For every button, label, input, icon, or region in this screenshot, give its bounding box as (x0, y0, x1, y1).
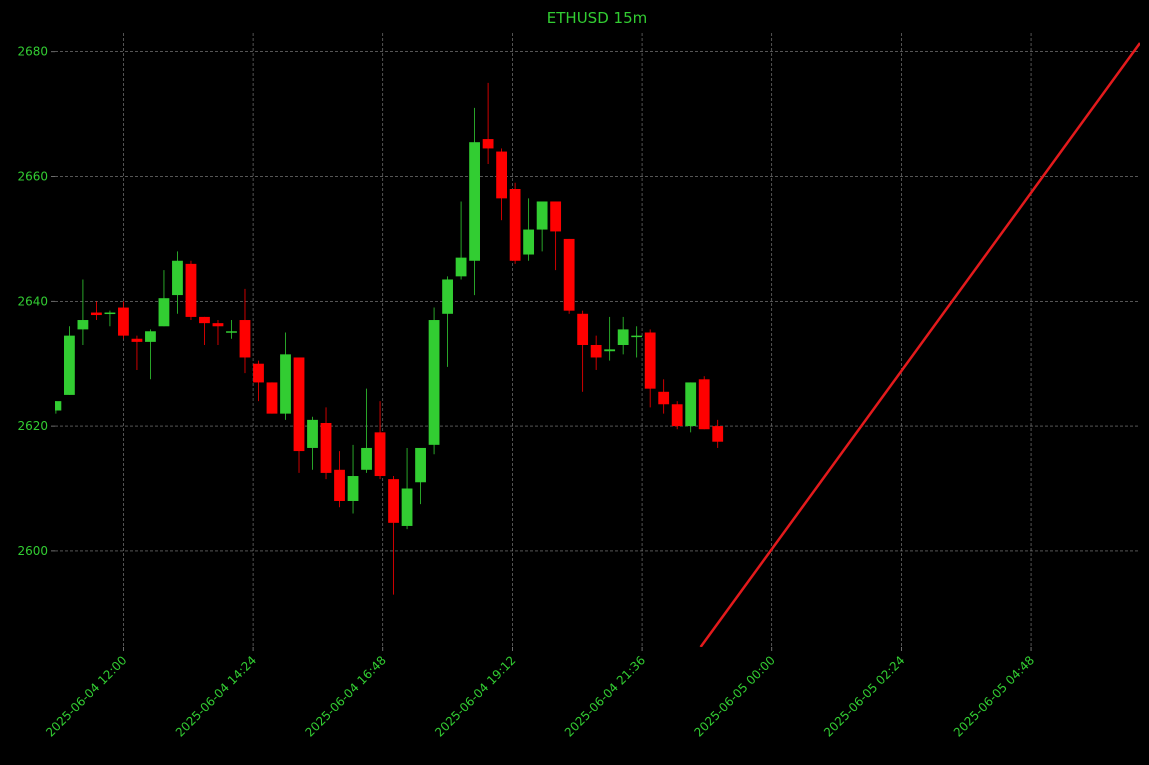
candle-body (550, 201, 562, 232)
candle-body (563, 238, 575, 311)
candle-body (415, 447, 426, 483)
candle-body (293, 357, 305, 452)
chart-title: ETHUSD 15m (547, 9, 647, 27)
candle-body (239, 320, 251, 358)
candle-body (55, 401, 62, 411)
candle-body (118, 307, 129, 336)
candle-body (334, 469, 345, 501)
candle-body (496, 151, 508, 199)
candle-body (631, 335, 643, 338)
candle-body (388, 479, 399, 523)
candle-body (212, 323, 224, 327)
candle-body (428, 320, 440, 445)
candle-body (185, 263, 197, 317)
candle-body (644, 332, 656, 389)
candle-body (104, 312, 116, 315)
x-tick-label: 2025-06-05 02:24 (821, 653, 907, 739)
candle-body (172, 260, 183, 296)
candle-body (658, 391, 670, 405)
candle-body (158, 298, 170, 327)
candle-body (590, 344, 602, 358)
candle-body (442, 279, 453, 314)
candle-body (266, 382, 278, 414)
candle-body (145, 331, 156, 342)
candle-body (577, 313, 589, 345)
x-tick-label: 2025-06-05 04:48 (951, 653, 1037, 739)
candle-body (685, 382, 697, 427)
candle-body (253, 363, 264, 383)
candle-body (374, 432, 386, 477)
y-tick-label: 2680 (17, 45, 48, 59)
y-tick-label: 2600 (17, 544, 48, 558)
candle-body (698, 379, 710, 430)
y-tick-label: 2660 (17, 170, 48, 184)
candle-body (91, 312, 102, 316)
candle-body (509, 188, 521, 261)
candle-body (199, 316, 210, 324)
candle-body (226, 331, 237, 333)
candle-body (482, 139, 494, 149)
plot-area (55, 42, 1140, 647)
candle-body (64, 335, 75, 395)
candle-body (455, 257, 467, 277)
candle-body (77, 320, 89, 330)
candle-body (469, 142, 480, 261)
candle-body (361, 447, 372, 470)
y-tick-label: 2620 (17, 419, 48, 433)
candle-body (617, 329, 629, 345)
x-tick-label: 2025-06-04 16:48 (303, 653, 389, 739)
candle-body (307, 419, 318, 448)
candle-body (536, 201, 548, 230)
trend-line (699, 42, 1140, 647)
candle-body (320, 422, 332, 473)
candle-body (523, 229, 535, 255)
x-tick-label: 2025-06-04 14:24 (173, 653, 259, 739)
candle-body (401, 488, 413, 526)
x-tick-label: 2025-06-04 21:36 (562, 653, 648, 739)
candle-body (712, 426, 724, 442)
candle-body (604, 349, 616, 352)
candle-body (671, 404, 683, 427)
candle-body (347, 476, 359, 501)
y-tick-label: 2640 (17, 294, 48, 308)
x-tick-label: 2025-06-04 12:00 (43, 653, 129, 739)
candle-body (131, 338, 143, 342)
x-tick-label: 2025-06-04 19:12 (432, 653, 518, 739)
x-tick-label: 2025-06-05 00:00 (691, 653, 777, 739)
candle-body (280, 354, 291, 414)
